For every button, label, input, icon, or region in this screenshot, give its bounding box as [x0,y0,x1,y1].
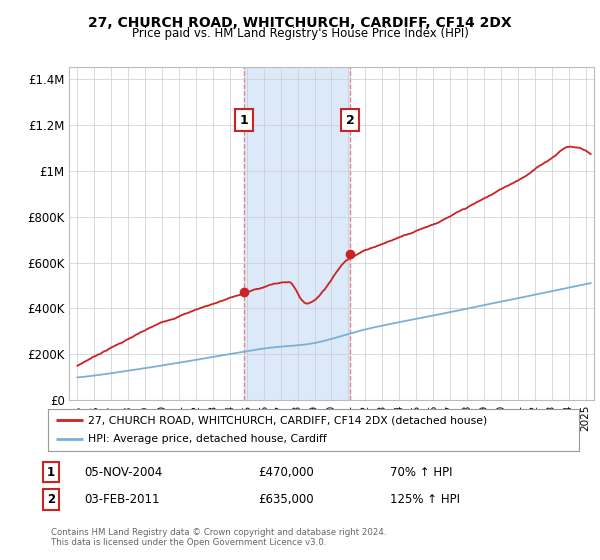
Text: HPI: Average price, detached house, Cardiff: HPI: Average price, detached house, Card… [88,435,326,445]
Text: 2: 2 [346,114,355,127]
Text: £470,000: £470,000 [258,465,314,479]
Text: 70% ↑ HPI: 70% ↑ HPI [390,465,452,479]
Text: Contains HM Land Registry data © Crown copyright and database right 2024.
This d: Contains HM Land Registry data © Crown c… [51,528,386,547]
Text: 27, CHURCH ROAD, WHITCHURCH, CARDIFF, CF14 2DX (detached house): 27, CHURCH ROAD, WHITCHURCH, CARDIFF, CF… [88,415,487,425]
Text: 125% ↑ HPI: 125% ↑ HPI [390,493,460,506]
Text: £635,000: £635,000 [258,493,314,506]
Text: Price paid vs. HM Land Registry's House Price Index (HPI): Price paid vs. HM Land Registry's House … [131,27,469,40]
Text: 27, CHURCH ROAD, WHITCHURCH, CARDIFF, CF14 2DX: 27, CHURCH ROAD, WHITCHURCH, CARDIFF, CF… [88,16,512,30]
Text: 1: 1 [240,114,248,127]
Text: 05-NOV-2004: 05-NOV-2004 [84,465,162,479]
Text: 03-FEB-2011: 03-FEB-2011 [84,493,160,506]
Bar [244,67,350,400]
Text: 1: 1 [47,465,55,479]
Text: 2: 2 [47,493,55,506]
